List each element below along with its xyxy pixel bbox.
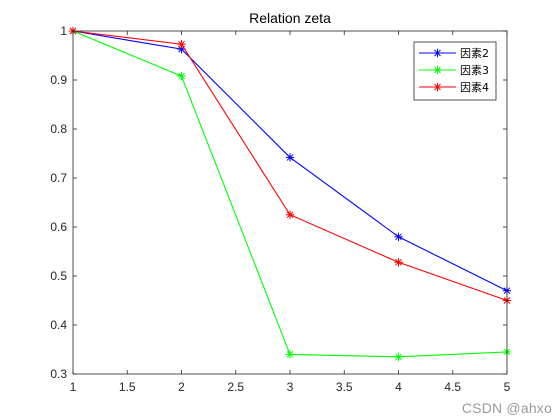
data-point-marker [394,258,403,267]
data-point-marker [285,153,295,162]
x-tick-label: 3.5 [336,380,353,394]
y-tick-label: 0.4 [50,318,67,332]
legend-label: 因素2 [460,47,489,60]
watermark: CSDN @ahxo [461,400,552,416]
y-tick-label: 1 [60,24,67,38]
chart-title: Relation zeta [249,10,331,26]
x-tick-label: 4.5 [444,380,461,394]
data-point-marker [285,350,295,359]
x-tick-label: 1 [70,380,77,394]
legend-marker [433,82,442,92]
y-tick-label: 0.6 [50,220,67,234]
x-tick-label: 5 [504,380,511,394]
y-tick-label: 0.7 [50,171,67,185]
y-tick-label: 0.9 [50,73,67,87]
legend-label: 因素3 [460,64,489,77]
x-tick-label: 3 [287,380,294,394]
data-point-marker [394,352,403,362]
data-point-marker [285,210,295,219]
legend-box [413,41,497,101]
legend-label: 因素4 [460,81,489,94]
series-layer [68,26,512,362]
data-point-marker [177,71,186,81]
data-point-marker [394,232,403,242]
axes-layer: 1 1.5 2 2.5 3 3.5 4 4.5 5 0.3 0.4 0.5 0.6 0.7 0.8 0.9 1 [50,24,510,394]
x-tick-label: 4 [395,380,402,394]
legend-marker [433,65,442,75]
x-tick-label: 2 [178,380,185,394]
x-tick-label: 1.5 [119,380,136,394]
legend-marker [433,48,442,58]
y-tick-label: 0.3 [50,367,67,381]
data-point-marker [177,40,186,49]
y-tick-label: 0.5 [50,269,67,283]
legend: 因素2 因素3 因素4 [413,41,497,101]
x-tick-label: 2.5 [227,380,244,394]
y-tick-label: 0.8 [50,122,67,136]
